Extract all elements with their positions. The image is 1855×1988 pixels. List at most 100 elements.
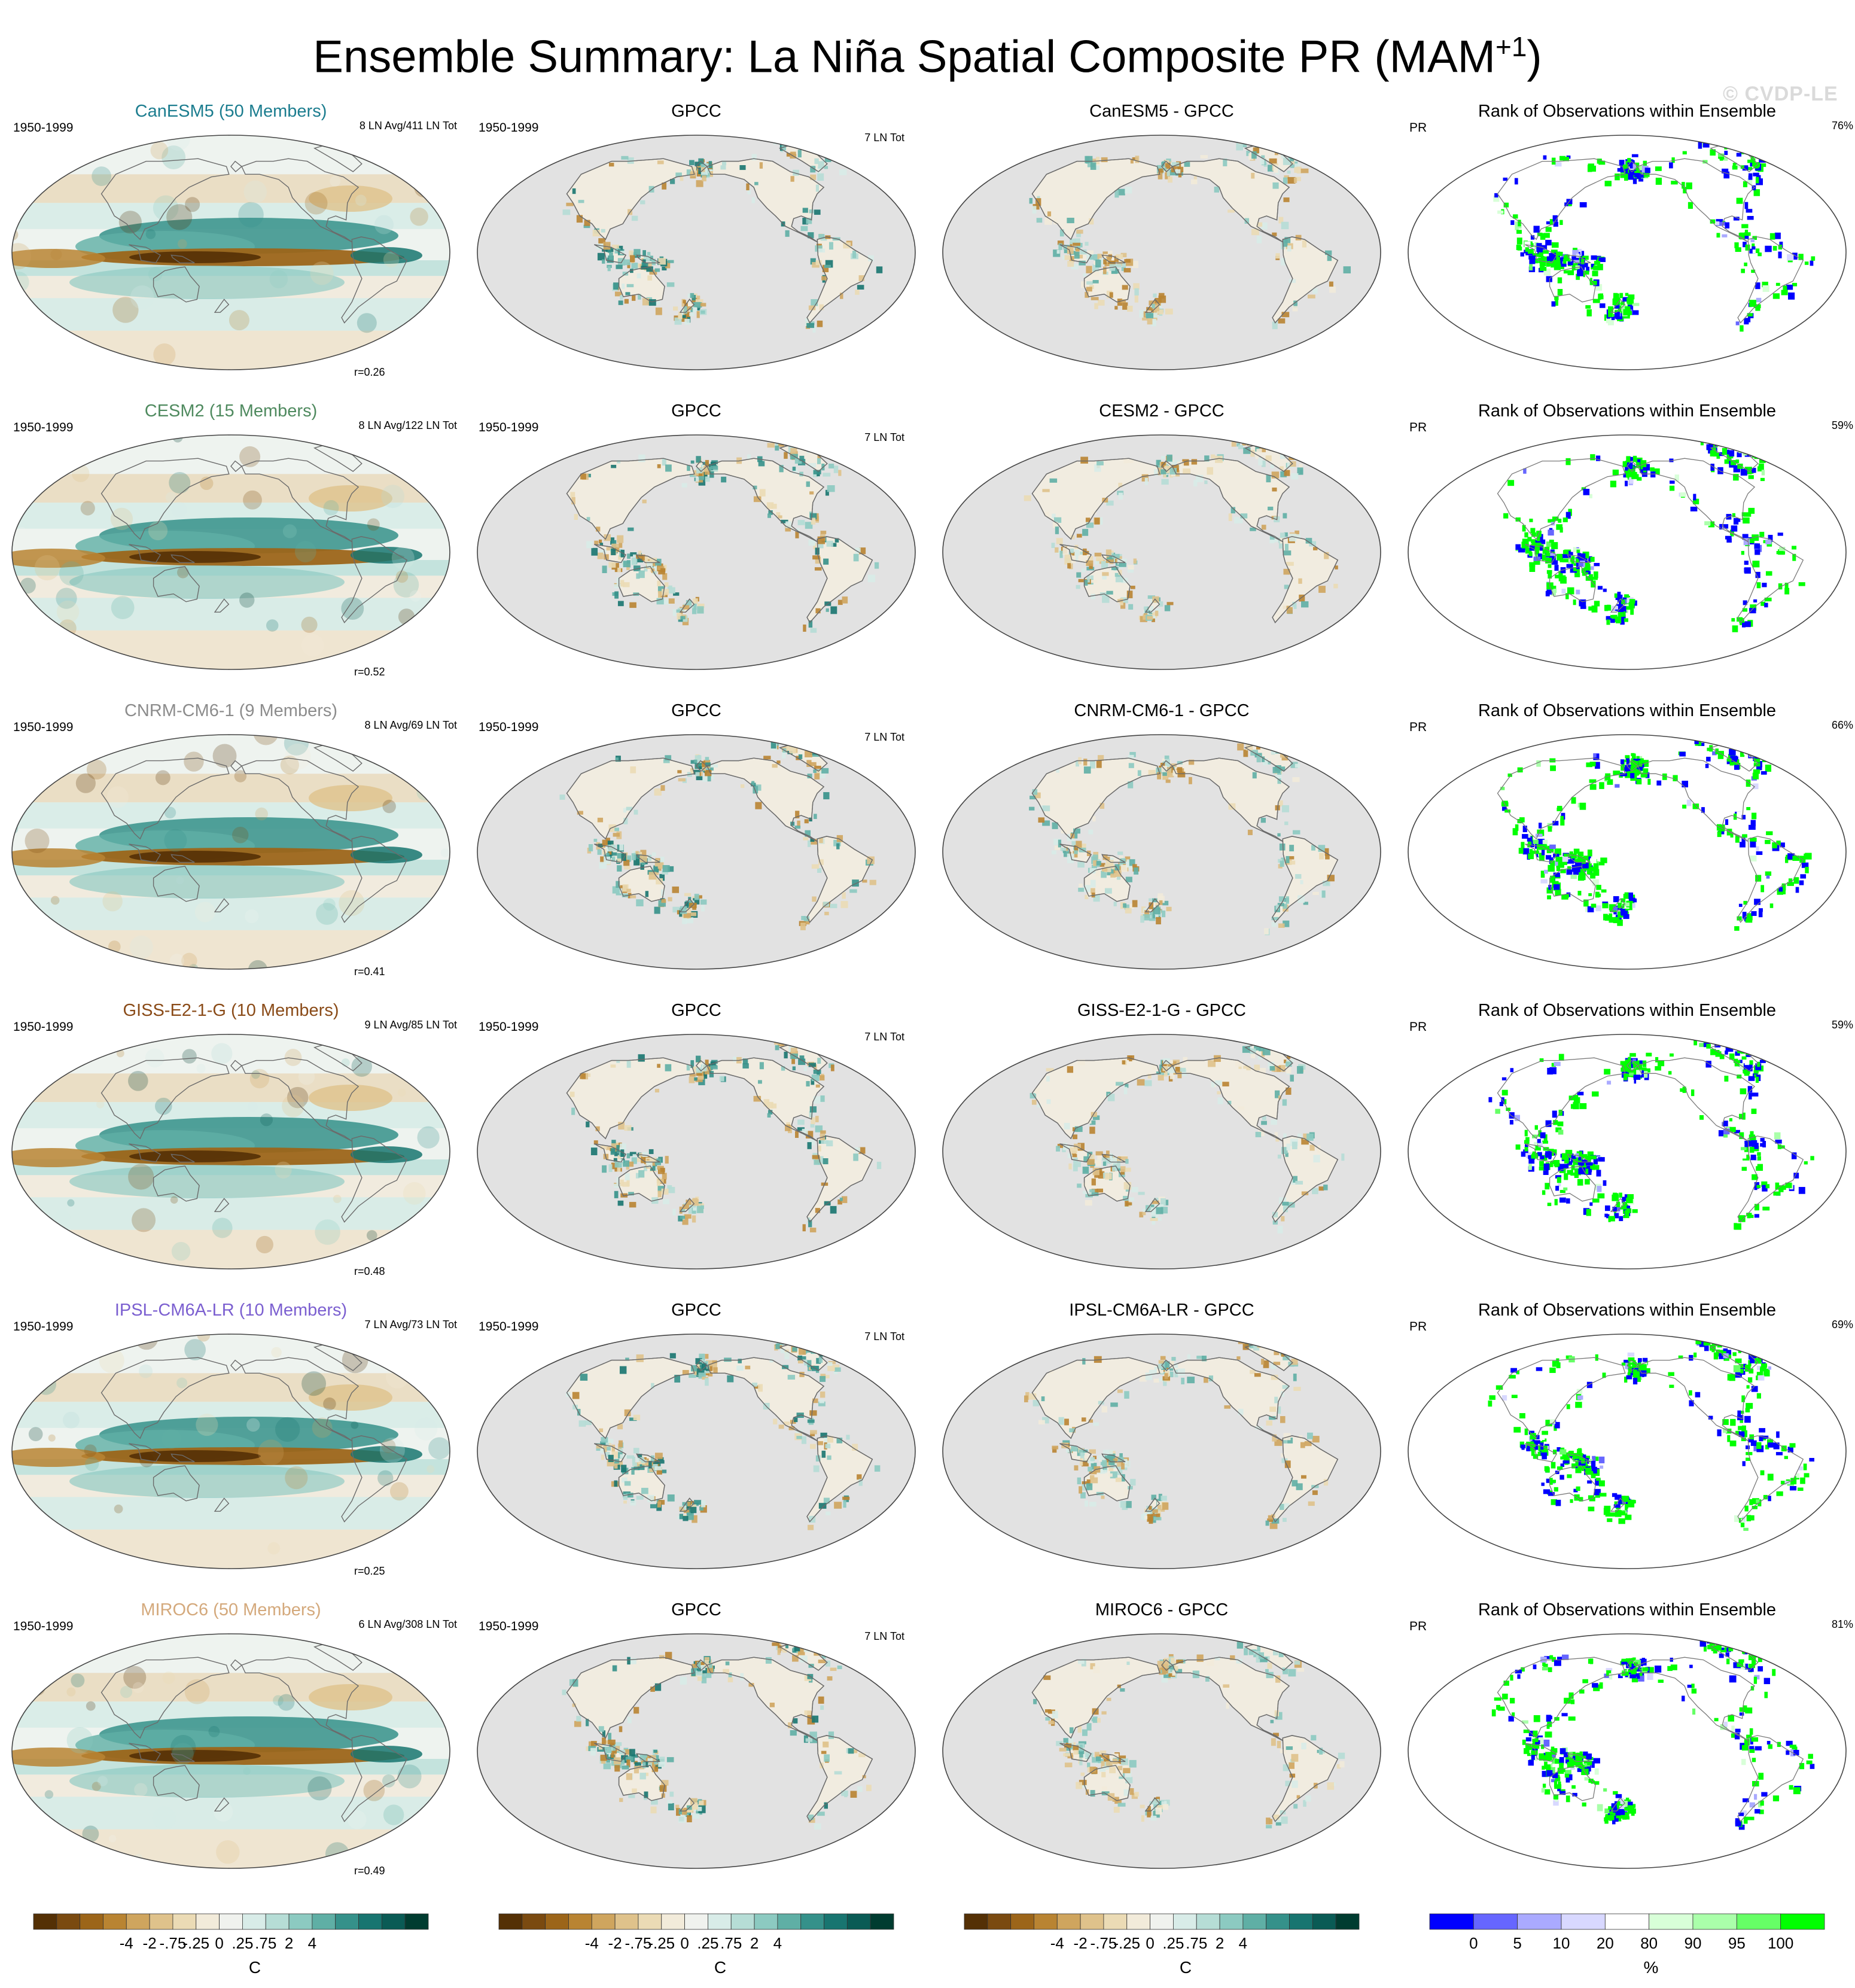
colorbar-swatch	[1429, 1913, 1474, 1930]
colorbar-swatch	[242, 1913, 266, 1930]
period-label: 1950-1999	[13, 1020, 74, 1034]
obs-map	[477, 734, 916, 970]
colorbar-swatch	[987, 1913, 1012, 1930]
panel-title: GPCC	[671, 1301, 721, 1320]
diff-panel: CanESM5 - GPCC	[934, 90, 1389, 389]
obs-panel: GPCC 1950-1999 7 LN Tot	[469, 689, 924, 988]
colorbar-tick-label: -.25	[1113, 1934, 1140, 1952]
diff-panel: GISS-E2-1-G - GPCC	[934, 989, 1389, 1288]
event-count: 7 LN Tot	[864, 431, 904, 443]
variable-label: PR	[1409, 1020, 1427, 1034]
colorbar-swatches: 0 5 10 20 80 90 95 100	[1429, 1913, 1825, 1952]
colorbar-swatch	[1335, 1913, 1360, 1930]
colorbar-swatch	[1034, 1913, 1058, 1930]
obs-map	[477, 1034, 916, 1269]
panel-title: IPSL-CM6A-LR - GPCC	[1069, 1301, 1254, 1320]
variable-label: PR	[1409, 121, 1427, 135]
diff-map	[942, 734, 1381, 970]
panel-title: CanESM5 - GPCC	[1089, 102, 1234, 121]
model-map	[11, 1334, 450, 1569]
colorbar-swatch	[684, 1913, 708, 1930]
colorbar-unit: %	[1643, 1958, 1659, 1977]
period-label: 1950-1999	[13, 121, 74, 135]
rank-panel: Rank of Observations within Ensemble PR 59…	[1400, 989, 1854, 1288]
colorbar-swatch	[1736, 1913, 1781, 1930]
colorbar-swatch	[661, 1913, 685, 1930]
rank-percent: 59%	[1831, 419, 1853, 431]
diff-panel: CNRM-CM6-1 - GPCC	[934, 689, 1389, 988]
diff-panel: IPSL-CM6A-LR - GPCC	[934, 1289, 1389, 1588]
colorbar-swatch	[335, 1913, 359, 1930]
colorbar-swatch	[312, 1913, 336, 1930]
variable-label: PR	[1409, 421, 1427, 434]
colorbar-swatch	[730, 1913, 755, 1930]
colorbar-tick-label: -2	[143, 1934, 157, 1952]
period-label: 1950-1999	[13, 421, 74, 434]
colorbar-tick-label: 80	[1640, 1934, 1658, 1952]
diff-panel: CESM2 - GPCC	[934, 389, 1389, 689]
model-map	[11, 734, 450, 970]
colorbar-swatch	[1780, 1913, 1825, 1930]
colorbar-tick-label: 0	[1469, 1934, 1478, 1952]
event-count: 8 LN Avg/122 LN Tot	[358, 419, 457, 431]
period-label: 1950-1999	[13, 1320, 74, 1334]
colorbar-swatch	[1289, 1913, 1313, 1930]
event-count: 8 LN Avg/69 LN Tot	[364, 719, 457, 731]
event-count: 7 LN Tot	[864, 731, 904, 743]
obs-map	[477, 135, 916, 370]
colorbar-tick-label: -.75	[160, 1934, 187, 1952]
period-label: 1950-1999	[479, 720, 539, 734]
panel-title: Rank of Observations within Ensemble	[1478, 1001, 1777, 1020]
colorbar-swatch	[522, 1913, 546, 1930]
diff-map	[942, 434, 1381, 670]
colorbar-swatch	[1266, 1913, 1290, 1930]
event-count: 6 LN Avg/308 LN Tot	[358, 1618, 457, 1630]
colorbar-tick-label: .25	[1162, 1934, 1184, 1952]
colorbar-tick-label: 95	[1728, 1934, 1746, 1952]
panel-title: Rank of Observations within Ensemble	[1478, 1301, 1777, 1320]
diff-map	[942, 1334, 1381, 1569]
obs-map	[477, 434, 916, 670]
period-label: 1950-1999	[479, 1320, 539, 1334]
obs-panel: GPCC 1950-1999 7 LN Tot	[469, 389, 924, 689]
model-map	[11, 135, 450, 370]
colorbar-tick-label: 0	[1146, 1934, 1154, 1952]
panel-row: CanESM5 (50 Members) 1950-1999 8 LN Avg/41…	[0, 90, 1855, 389]
colorbar-swatches: -4 -2 -.75-.25 0 .25.75 2 4	[964, 1913, 1360, 1952]
pattern-correlation: r=0.25	[354, 1565, 385, 1577]
diff-map	[942, 1633, 1381, 1869]
colorbar-swatch	[219, 1913, 243, 1930]
diff-panel: MIROC6 - GPCC	[934, 1588, 1389, 1887]
period-label: 1950-1999	[479, 421, 539, 434]
rank-panel: Rank of Observations within Ensemble PR 59…	[1400, 389, 1854, 689]
obs-map	[477, 1334, 916, 1569]
colorbar-swatch	[288, 1913, 313, 1930]
rank-panel: Rank of Observations within Ensemble PR 69…	[1400, 1289, 1854, 1588]
model-panel: CESM2 (15 Members) 1950-1999 8 LN Avg/122 …	[4, 389, 458, 689]
panel-title: GPCC	[671, 1600, 721, 1619]
colorbar-tick-label: 100	[1768, 1934, 1793, 1952]
rank-map	[1408, 734, 1847, 970]
colorbar-tick-label: -.25	[182, 1934, 209, 1952]
panel-title: Rank of Observations within Ensemble	[1478, 1600, 1777, 1619]
model-map	[11, 1633, 450, 1869]
pattern-correlation: r=0.48	[354, 1265, 385, 1277]
panel-title: GISS-E2-1-G - GPCC	[1077, 1001, 1246, 1020]
rank-map	[1408, 1633, 1847, 1869]
obs-panel: GPCC 1950-1999 7 LN Tot	[469, 989, 924, 1288]
watermark: © CVDP-LE	[1723, 83, 1838, 105]
colorbar-swatch	[754, 1913, 778, 1930]
colorbar-tick-label: 4	[773, 1934, 782, 1952]
colorbar-swatch	[545, 1913, 569, 1930]
colorbar-swatch	[149, 1913, 173, 1930]
variable-label: PR	[1409, 720, 1427, 734]
rank-colorbar: 0 5 10 20 80 90 95 100%	[1424, 1911, 1855, 1977]
panel-title: CNRM-CM6-1 - GPCC	[1074, 701, 1250, 720]
colorbar-unit: C	[1179, 1958, 1192, 1977]
event-count: 8 LN Avg/411 LN Tot	[359, 120, 457, 132]
colorbar-swatch	[172, 1913, 197, 1930]
colorbar-tick-label: .25	[697, 1934, 718, 1952]
period-label: 1950-1999	[479, 1619, 539, 1633]
colorbar-tick-label: .25	[232, 1934, 253, 1952]
colorbar-tick-label: 90	[1685, 1934, 1702, 1952]
